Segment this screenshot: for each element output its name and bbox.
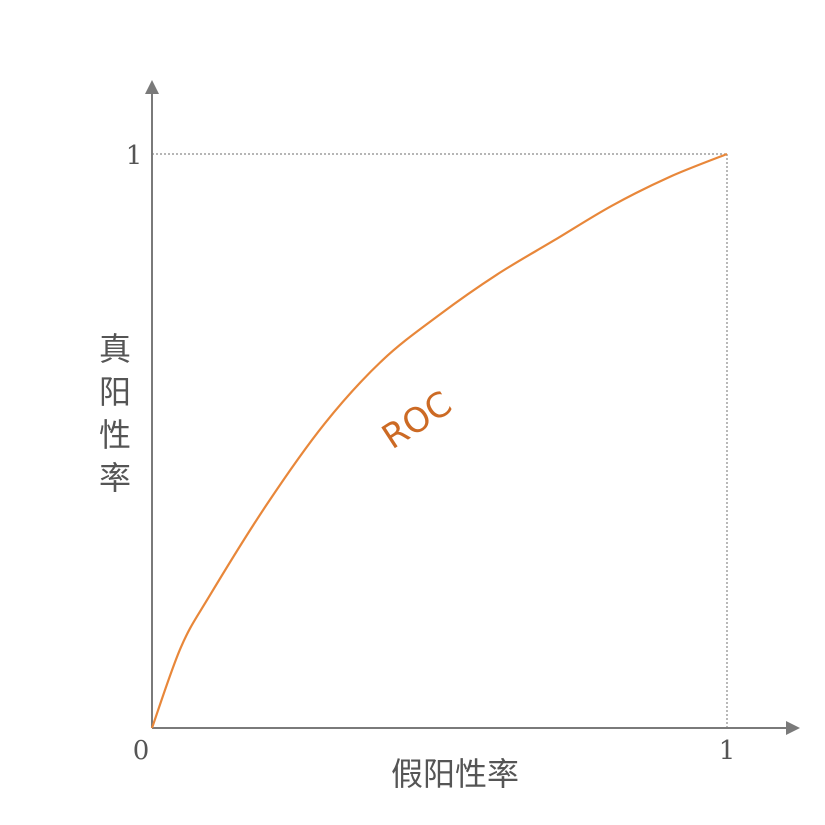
- y-axis-label-char: 率: [99, 459, 131, 497]
- x-axis-label: 假阳性率: [391, 755, 519, 793]
- y-axis-label-char: 真: [99, 330, 131, 368]
- x-tick-label-1: 1: [719, 736, 736, 766]
- y-axis-label: 真阳性率: [99, 330, 131, 497]
- x-axis-arrow-icon: [786, 721, 800, 735]
- y-axis-arrow-icon: [145, 80, 159, 94]
- y-axis-label-char: 性: [99, 416, 131, 454]
- roc-curve-label: ROC: [375, 384, 459, 458]
- y-axis-label-char: 阳: [99, 373, 131, 411]
- roc-curve: [150, 152, 728, 729]
- y-tick-label-1: 1: [126, 141, 143, 171]
- x-tick-label-0: 0: [133, 736, 150, 766]
